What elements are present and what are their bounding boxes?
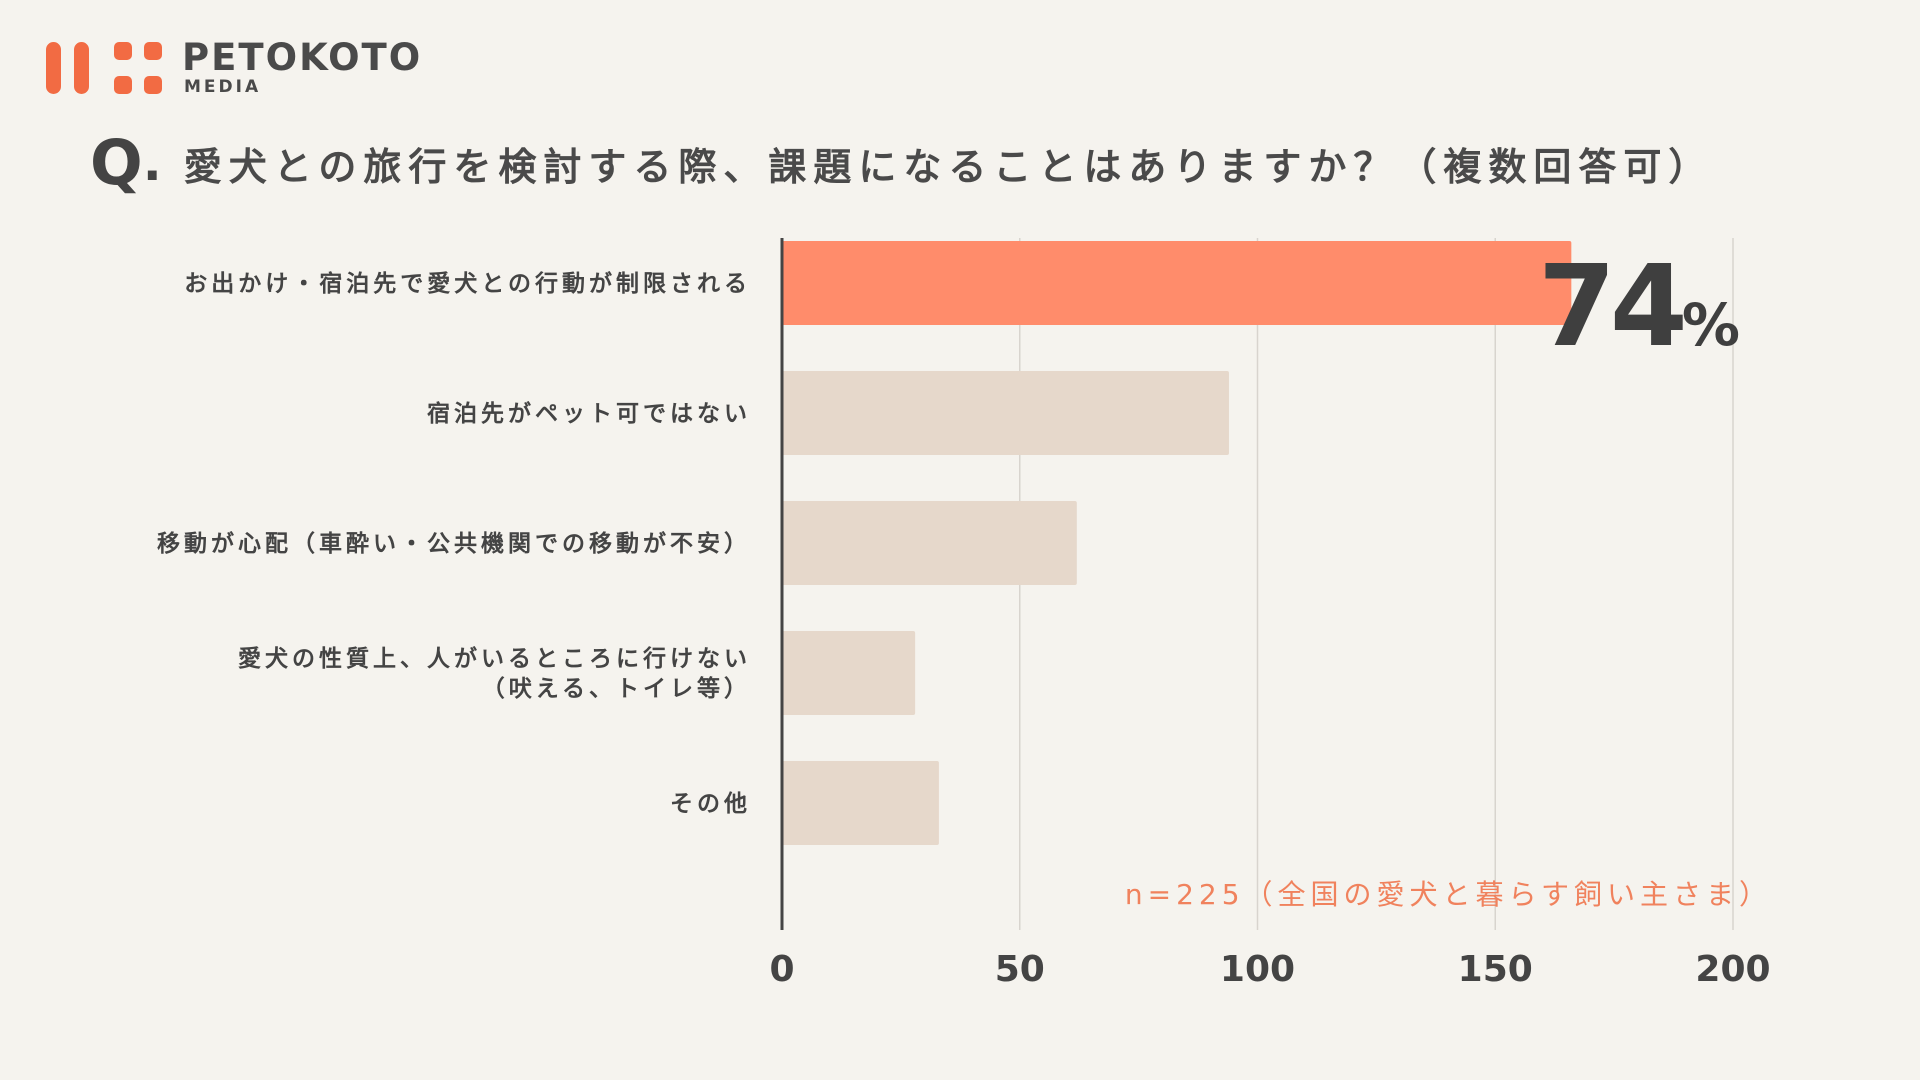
highlight-percent-value: 74 [1538,242,1683,372]
category-label: 愛犬の性質上、人がいるところに行けない [238,645,751,672]
tick-label-layer: 0 50 100 150 200 [769,949,1770,990]
highlight-percent-unit: % [1682,291,1740,359]
bar-highlight [782,241,1572,325]
brand-sub: MEDIA [184,77,262,97]
category-label: お出かけ・宿泊先で愛犬との行動が制限される [184,270,751,297]
brand-logo: PETOKOTO MEDIA [46,38,426,98]
question-mark: Q [90,126,143,199]
bar [782,371,1229,455]
x-tick-label: 200 [1695,949,1770,990]
sample-size-note: n=225（全国の愛犬と暮らす飼い主さま） [1124,878,1772,911]
bar-layer [782,241,1572,845]
category-label-layer: お出かけ・宿泊先で愛犬との行動が制限される宿泊先がペット可ではない移動が心配（車… [157,270,751,817]
bar [782,501,1077,585]
category-label: （吠える、トイレ等） [482,675,751,702]
category-label: 宿泊先がペット可ではない [427,400,751,427]
bar [782,631,916,715]
x-tick-label: 0 [769,949,794,990]
bar [782,761,939,845]
question-title: Q . 愛犬との旅行を検討する際、課題になることはありますか？（複数回答可） [90,128,1713,198]
x-tick-label: 50 [995,949,1045,990]
category-label: 移動が心配（車酔い・公共機関での移動が不安） [157,530,751,557]
question-dot: . [142,134,162,192]
x-tick-label: 150 [1458,949,1533,990]
petokoto-logo-icon [46,42,162,94]
x-tick-label: 100 [1220,949,1295,990]
highlight-percent-label: 74% [1538,242,1740,372]
category-label: その他 [670,791,751,817]
brand-name: PETOKOTO [182,36,423,79]
question-text: 愛犬との旅行を検討する際、課題になることはありますか？（複数回答可） [183,144,1714,189]
